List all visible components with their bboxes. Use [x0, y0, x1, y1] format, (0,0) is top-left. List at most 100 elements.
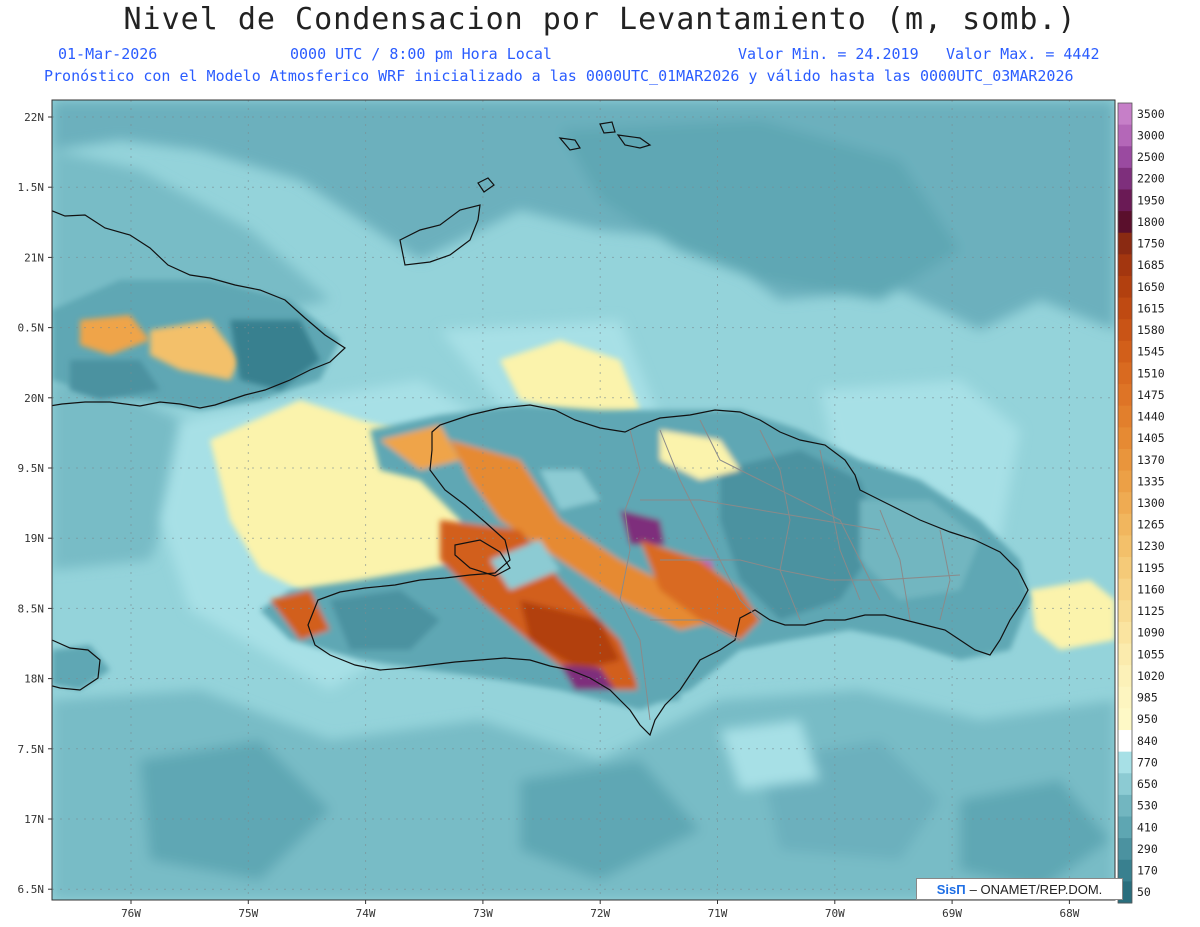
- hispaniola-coastline: [307, 404, 1029, 737]
- colorbar-swatch: [1118, 492, 1132, 515]
- colorbar-swatch: [1118, 859, 1132, 882]
- colorbar-label: 840: [1137, 734, 1158, 748]
- colorbar-label: 1510: [1137, 366, 1165, 380]
- colorbar-label: 770: [1137, 755, 1158, 769]
- colorbar-swatch: [1118, 427, 1132, 450]
- colorbar-label: 1580: [1137, 323, 1165, 337]
- colorbar-label: 1230: [1137, 539, 1165, 553]
- colorbar-label: 1750: [1137, 237, 1165, 251]
- colorbar-label: 1195: [1137, 561, 1165, 575]
- lon-label: 72W: [590, 907, 610, 920]
- colorbar-label: 1125: [1137, 604, 1165, 618]
- lon-label: 74W: [356, 907, 376, 920]
- colorbar-label: 1545: [1137, 345, 1165, 359]
- colorbar-swatch: [1118, 211, 1132, 234]
- colorbar-label: 1685: [1137, 258, 1165, 272]
- colorbar-swatch: [1118, 384, 1132, 407]
- credit-box: SisΠ – ONAMET/REP.DOM.: [916, 878, 1123, 900]
- ocean-dark-regions: [52, 100, 1115, 900]
- cuba-coastline: [52, 210, 346, 409]
- colorbar-label: 170: [1137, 864, 1158, 878]
- colorbar-label: 1090: [1137, 626, 1165, 640]
- lat-label: 21N: [24, 251, 44, 264]
- colorbar-label: 1265: [1137, 518, 1165, 532]
- colorbar-swatch: [1118, 232, 1132, 255]
- colorbar-swatch: [1118, 340, 1132, 363]
- colorbar-swatch: [1118, 275, 1132, 299]
- colorbar-swatch: [1118, 146, 1132, 169]
- colorbar-swatch: [1118, 513, 1132, 536]
- colorbar: [1117, 102, 1133, 904]
- lat-label: 1.5N: [18, 181, 45, 194]
- colorbar-label: 50: [1137, 885, 1151, 899]
- colorbar-label: 1370: [1137, 453, 1165, 467]
- lat-label: 17N: [24, 813, 44, 826]
- lon-label: 69W: [942, 907, 962, 920]
- sis-logo: SisΠ: [936, 881, 966, 897]
- max-value: Valor Max. = 4442: [946, 45, 1100, 63]
- colorbar-label: 1650: [1137, 280, 1165, 294]
- colorbar-swatch: [1118, 189, 1132, 212]
- colorbar-swatch: [1118, 362, 1132, 385]
- colorbar-swatch: [1118, 167, 1132, 190]
- axis-ticks: [48, 116, 1070, 904]
- min-value: Valor Min. = 24.2019: [738, 45, 919, 63]
- colorbar-swatch: [1118, 665, 1132, 688]
- colorbar-label: 1950: [1137, 193, 1165, 207]
- lat-label: 20N: [24, 392, 44, 405]
- colorbar-swatch: [1118, 838, 1132, 861]
- colorbar-swatch: [1118, 557, 1132, 580]
- colorbar-label: 410: [1137, 820, 1158, 834]
- colorbar-swatch: [1118, 535, 1132, 558]
- plot-frame: [51, 99, 1116, 901]
- forecast-time: 0000 UTC / 8:00 pm Hora Local: [290, 45, 552, 63]
- cuba-field: [52, 280, 340, 410]
- colorbar-swatch: [1118, 405, 1132, 428]
- colorbar-label: 530: [1137, 799, 1158, 813]
- colorbar-swatch: [1118, 816, 1132, 839]
- inagua-coastline: [399, 204, 481, 266]
- colorbar-swatch: [1118, 794, 1132, 818]
- colorbar-swatch: [1118, 103, 1132, 126]
- colorbar-swatch: [1118, 773, 1132, 796]
- lat-label: 19N: [24, 532, 44, 545]
- lat-label: 9.5N: [18, 462, 45, 475]
- colorbar-label: 650: [1137, 777, 1158, 791]
- hispaniola-field: [260, 405, 1030, 710]
- colorbar-swatch: [1118, 600, 1132, 623]
- colorbar-label: 290: [1137, 842, 1158, 856]
- colorbar-swatch: [1118, 730, 1132, 753]
- colorbar-label: 985: [1137, 691, 1158, 705]
- map-title: Nivel de Condensacion por Levantamiento …: [123, 2, 1077, 37]
- gonave-coastline: [454, 539, 511, 577]
- colorbar-label: 1615: [1137, 301, 1165, 315]
- lon-label: 73W: [473, 907, 493, 920]
- colorbar-swatch: [1118, 124, 1132, 147]
- colorbar-labels: 3500 3000 2500 2200 1950 1800 1750 1685 1650 1615…: [1137, 107, 1165, 899]
- longitude-labels: 76W 75W 74W 73W 72W 71W 70W 69W 68W: [121, 907, 1080, 920]
- colorbar-swatch: [1118, 470, 1132, 493]
- map-field: [52, 100, 1115, 900]
- lon-label: 76W: [121, 907, 141, 920]
- colorbar-label: 1055: [1137, 647, 1165, 661]
- colorbar-label: 3500: [1137, 107, 1165, 121]
- colorbar-label: 1405: [1137, 431, 1165, 445]
- colorbar-label: 1335: [1137, 474, 1165, 488]
- lon-label: 70W: [825, 907, 845, 920]
- colorbar-swatch: [1118, 621, 1132, 645]
- colorbar-label: 1800: [1137, 215, 1165, 229]
- colorbar-swatch: [1118, 578, 1132, 601]
- colorbar-label: 2200: [1137, 172, 1165, 186]
- lat-label: 8.5N: [18, 602, 45, 615]
- lat-label: 0.5N: [18, 322, 45, 335]
- colorbar-swatch: [1118, 686, 1132, 709]
- colorbar-swatch: [1118, 708, 1132, 731]
- lat-label: 22N: [24, 111, 44, 124]
- latitude-labels: 22N 1.5N 21N 0.5N 20N 9.5N 19N 8.5N 18N 7.5N 17N 6.…: [18, 111, 45, 896]
- province-borders: [619, 419, 961, 721]
- colorbar-swatch: [1118, 254, 1132, 277]
- forecast-date: 01-Mar-2026: [58, 45, 158, 63]
- jamaica-coastline: [52, 639, 101, 691]
- colorbar-swatch: [1118, 751, 1132, 774]
